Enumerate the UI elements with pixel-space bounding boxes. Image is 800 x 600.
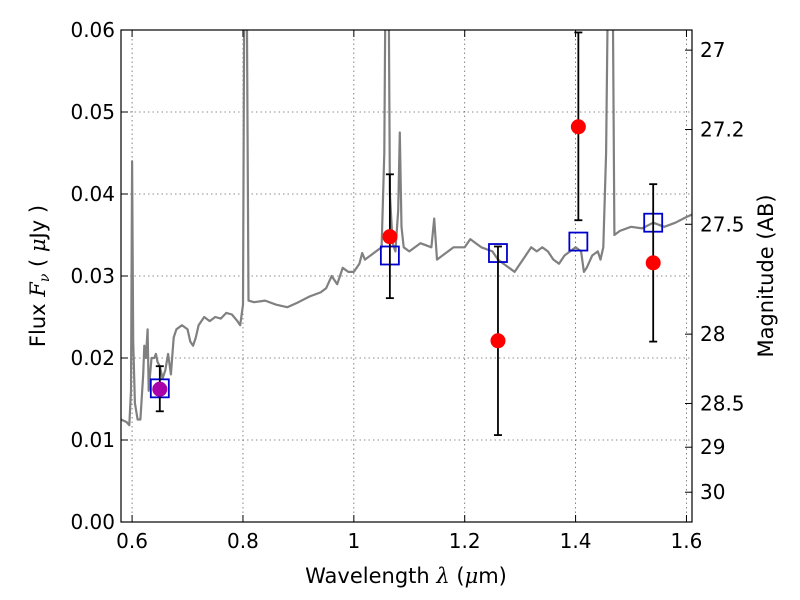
x-tick-label: 0.6 bbox=[116, 529, 148, 553]
y-tick-label: 0.03 bbox=[70, 264, 115, 288]
model-band-marker bbox=[568, 231, 589, 252]
mag-tick-label: 27.2 bbox=[700, 118, 745, 142]
x-tick-label: 1.6 bbox=[671, 529, 703, 553]
plot-area bbox=[121, 30, 692, 436]
y-tick-label: 0.02 bbox=[70, 346, 115, 370]
mag-tick-label: 29 bbox=[700, 435, 725, 459]
mag-tick-label: 28 bbox=[700, 322, 725, 346]
mag-tick-label: 27 bbox=[700, 38, 725, 62]
observed-flux-point bbox=[490, 333, 506, 349]
y-tick-label: 0.00 bbox=[70, 510, 115, 534]
y-tick-label: 0.06 bbox=[70, 18, 115, 42]
x-tick-label: 1 bbox=[347, 529, 360, 553]
mag-tick-label: 28.5 bbox=[700, 391, 745, 415]
y-tick-label: 0.04 bbox=[70, 182, 115, 206]
mag-tick-label: 30 bbox=[700, 480, 725, 504]
x-axis-title: Wavelength λ (μm) bbox=[305, 564, 507, 588]
x-tick-label: 1.2 bbox=[449, 529, 481, 553]
axis-ticks: 0.6 0.8 1 1.2 1.4 1.6 0.00 0.01 0.02 0.03 0.04 0.05… bbox=[70, 18, 744, 553]
y-axis-title: Flux Fν ( μJy ) bbox=[26, 205, 53, 347]
right-axis-title: Magnitude (AB) bbox=[754, 194, 778, 357]
x-tick-label: 1.4 bbox=[560, 529, 592, 553]
x-tick-label: 0.8 bbox=[227, 529, 259, 553]
observed-flux-point bbox=[645, 255, 661, 271]
model-spectrum-line bbox=[121, 30, 692, 427]
y-tick-label: 0.05 bbox=[70, 100, 115, 124]
y-tick-label: 0.01 bbox=[70, 428, 115, 452]
observed-flux-point bbox=[570, 119, 586, 135]
observed-flux-point bbox=[152, 381, 168, 397]
grid bbox=[121, 30, 692, 522]
observed-flux-point bbox=[382, 229, 398, 245]
mag-tick-label: 27.5 bbox=[700, 212, 745, 236]
